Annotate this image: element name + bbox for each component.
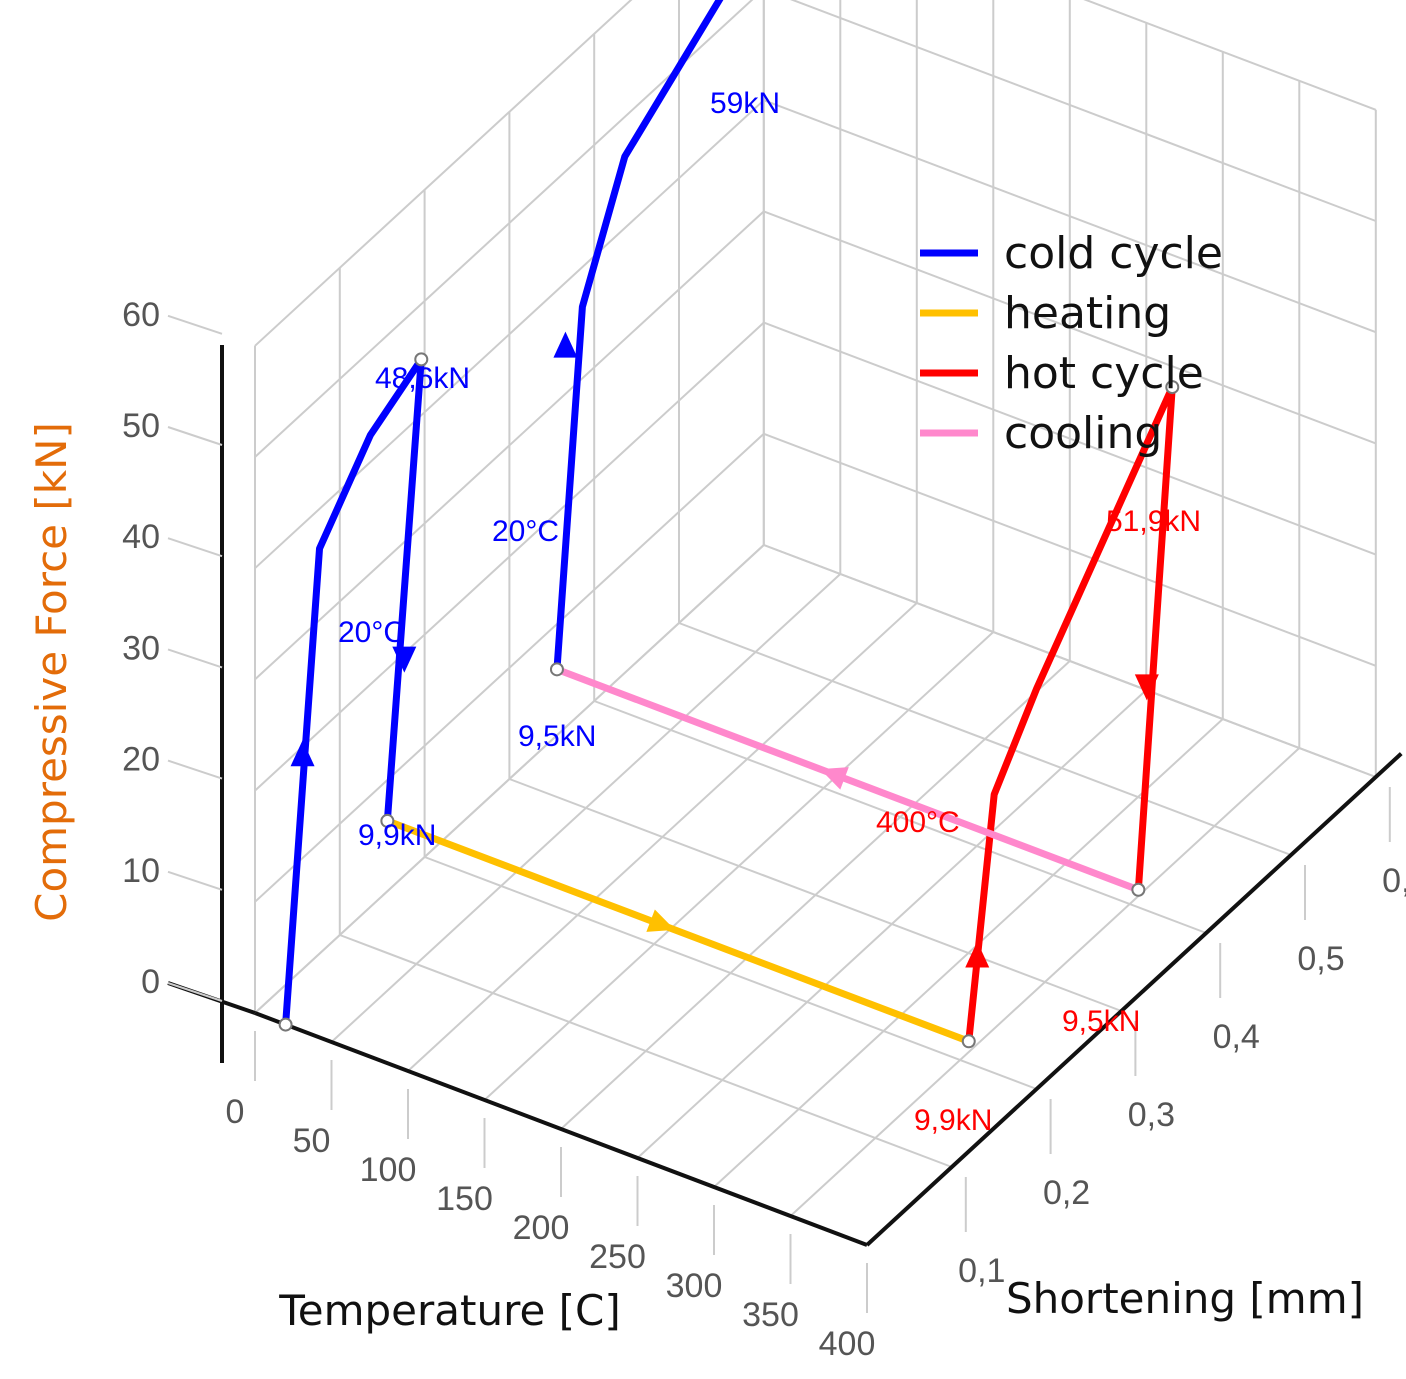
series-line-cooling	[553, 665, 1142, 894]
grid-line	[593, 700, 1207, 934]
annotation-label: 9,9kN	[358, 819, 436, 852]
grid-line	[254, 321, 765, 792]
y-tick-label: 0,1	[958, 1252, 1005, 1290]
direction-arrow-marker	[646, 909, 675, 932]
direction-arrow-marker	[553, 331, 578, 358]
data-point-marker	[549, 662, 564, 677]
data-point-marker	[1165, 380, 1180, 395]
annotation-label: 51,9kN	[1106, 505, 1201, 538]
annotation-label: 48,6kN	[375, 362, 470, 395]
y-axis-line	[865, 752, 1403, 1247]
y-tick-label: 0,2	[1043, 1174, 1090, 1212]
z-axis-title: Compressive Force [kN]	[27, 422, 76, 922]
annotation-label: 59kN	[710, 87, 780, 120]
grid-line	[254, 210, 765, 681]
annotation-label: 9,5kN	[1062, 1005, 1140, 1038]
annotation-label: 400°C	[876, 806, 960, 839]
series-line-cold-cycle	[282, 355, 425, 1029]
data-point-marker	[380, 813, 395, 828]
y-tick-label: 0,6	[1382, 862, 1406, 900]
z-tick-mark	[167, 982, 223, 1002]
grid-line	[1083, 0, 1377, 111]
axes: 0501001502002503003504000,10,20,30,40,50…	[27, 296, 1406, 1363]
x-tick-label: 400	[819, 1325, 876, 1363]
y-axis-title: Shortening [mm]	[1006, 1274, 1364, 1323]
direction-arrow-marker	[290, 740, 315, 767]
data-point-marker	[414, 352, 429, 367]
legend-label: cooling	[1004, 408, 1162, 459]
data-point-marker	[1131, 882, 1146, 897]
grid-line	[763, 432, 1377, 667]
annotation-label: 9,9kN	[914, 1104, 992, 1137]
y-tick-label: 0,3	[1128, 1096, 1175, 1134]
z-tick-label: 50	[122, 407, 160, 445]
direction-arrow-marker	[820, 767, 849, 790]
z-tick-label: 10	[122, 852, 160, 890]
z-tick-mark	[167, 759, 223, 780]
grid-line	[763, 210, 1377, 445]
z-tick-label: 20	[122, 741, 160, 779]
direction-arrow-marker	[392, 646, 417, 673]
series	[278, 0, 1180, 1049]
grid-line	[763, 99, 1377, 334]
x-tick-label: 50	[293, 1122, 331, 1160]
labels: 48,6kN 20°C 9,9kN 20°C 9,5kN 59kN 51,9kN 400°C 9…	[338, 87, 1201, 1137]
series-line-heating	[383, 817, 973, 1045]
z-tick-mark	[167, 426, 223, 446]
z-tick-label: 30	[122, 629, 160, 667]
legend-label: hot cycle	[1004, 348, 1204, 399]
legend-label: cold cycle	[1004, 228, 1223, 279]
series-line-hot-cycle	[1134, 383, 1176, 894]
grid-line	[254, 0, 633, 347]
legend-label: heating	[1004, 288, 1171, 339]
direction-arrow-marker	[1134, 674, 1159, 701]
y-tick-label: 0,5	[1297, 940, 1344, 978]
x-axis-title: Temperature [C]	[278, 1286, 621, 1335]
grid-line	[763, 321, 1377, 556]
x-tick-label: 150	[436, 1180, 493, 1218]
x-axis-line	[254, 1011, 868, 1247]
x-tick-label: 250	[589, 1238, 646, 1276]
data-point-marker	[278, 1017, 293, 1032]
direction-arrow-marker	[965, 941, 990, 968]
z-tick-label: 40	[122, 518, 160, 556]
x-tick-label: 300	[666, 1267, 723, 1305]
legend: cold cycle heating hot cycle cooling	[920, 228, 1223, 459]
grid-line	[678, 622, 1292, 856]
z-tick-mark	[167, 537, 223, 558]
grid-line	[424, 856, 1037, 1090]
z-tick-mark	[167, 314, 223, 335]
grid-line	[763, 544, 1377, 778]
x-tick-label: 350	[742, 1296, 799, 1334]
annotation-label: 20°C	[338, 616, 405, 649]
z-tick-mark	[167, 870, 223, 891]
grid	[254, 0, 1377, 1246]
x-tick-label: 0	[226, 1093, 245, 1131]
grid-line	[254, 99, 765, 569]
series-line-hot-cycle	[965, 383, 1176, 1045]
grid-line	[789, 0, 1377, 222]
annotation-label: 9,5kN	[518, 720, 596, 753]
series-line-cold-cycle	[383, 355, 425, 825]
grid-line	[509, 778, 1122, 1012]
z-tick-mark	[167, 648, 223, 669]
grid-line	[339, 934, 953, 1168]
z-tick-label: 60	[122, 296, 160, 334]
data-point-marker	[961, 1034, 976, 1049]
y-tick-label: 0,4	[1213, 1018, 1260, 1056]
annotation-label: 20°C	[492, 515, 559, 548]
grid-line	[254, 433, 765, 903]
x-tick-label: 200	[513, 1209, 570, 1247]
series-line-cold-cycle	[553, 0, 724, 673]
x-tick-label: 100	[360, 1151, 417, 1189]
z-tick-label: 0	[141, 963, 160, 1001]
grid-line	[254, 544, 765, 1014]
